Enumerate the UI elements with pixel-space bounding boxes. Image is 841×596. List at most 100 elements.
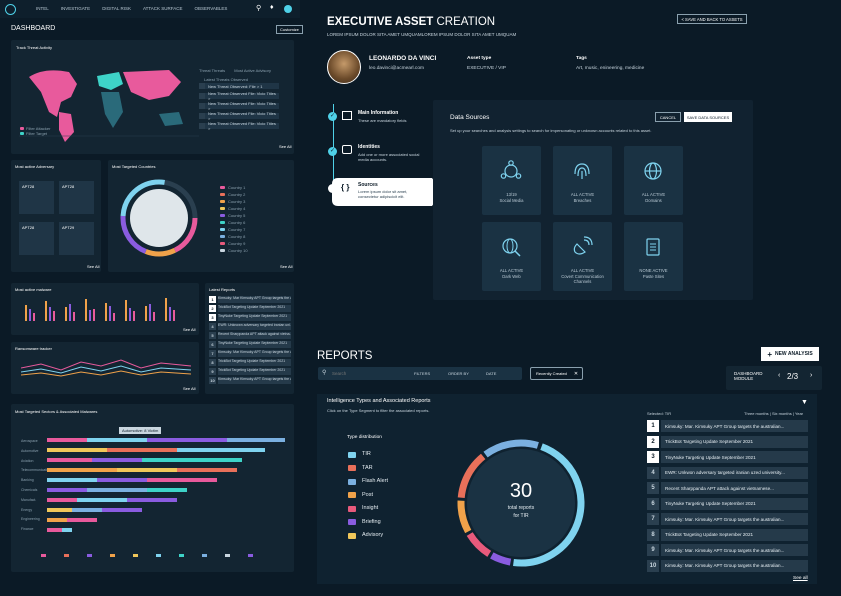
list-item[interactable]: New Threat Observed File: Vicio Titles >	[199, 121, 279, 131]
country-label: Country 7	[228, 227, 246, 232]
report-title: Kimsuky: Mar. Kimsuky APT Group targets …	[661, 559, 808, 572]
post-color-icon	[348, 492, 356, 499]
donut-label: total reports	[507, 505, 535, 511]
chevron-left-icon[interactable]: ‹	[778, 372, 781, 379]
list-item[interactable]: 1 Kimsuky: Mar. Kimsuky APT Group targets…	[647, 420, 808, 432]
asset-subtitle: LOREM IPSUM DOLOR SITA AMET UMQUAMLOREM …	[327, 32, 517, 37]
list-item[interactable]: 9 TrickBot Targeting Update September 202…	[209, 367, 291, 375]
nav-attack-surface[interactable]: ATTACK SURFACE	[142, 6, 183, 11]
type-post[interactable]: Post	[348, 489, 388, 503]
search-icon[interactable]: ⚲	[256, 5, 262, 12]
reports-title: REPORTS	[317, 350, 373, 362]
adversary-card[interactable]: APT29	[59, 222, 94, 255]
list-item[interactable]: New Threat Observed: File > 1	[199, 83, 279, 89]
breaches-tile[interactable]: ALL ACTIVE Breaches	[553, 146, 612, 215]
bell-icon[interactable]: ♦	[270, 4, 274, 11]
see-all-link[interactable]: See All	[280, 264, 293, 269]
list-item[interactable]: 3 TinyNuke Targeting Update September 202…	[209, 313, 291, 321]
type-advisory[interactable]: Advisory	[348, 529, 388, 543]
list-item[interactable]: 8 TrickBot Targeting Update September 202…	[647, 528, 808, 541]
filters-dropdown[interactable]: FILTERS	[414, 371, 431, 376]
tags-value: Art, music, enineering, medicine	[576, 66, 645, 71]
module-pager: DASHBOARD MODULE ‹ 2/3 ›	[726, 366, 822, 390]
list-item[interactable]: 10 Kimsuky: Mar Kimsuky APT Group targets…	[209, 376, 291, 384]
see-all-link[interactable]: See All	[183, 327, 196, 332]
fingerprint-icon	[574, 163, 590, 179]
profile-name: LEONARDO DA VINCI	[369, 55, 437, 62]
step-sources-active[interactable]	[332, 178, 442, 206]
list-item[interactable]: 3 TinyNuke Targeting Update September 202…	[647, 451, 808, 463]
dark-web-tile[interactable]: ALL ACTIVE Dark Web	[482, 222, 541, 291]
panel-title: Most Targeted Countries	[112, 164, 156, 169]
adversary-card[interactable]: APT28	[59, 181, 94, 214]
close-icon[interactable]: ✕	[573, 370, 579, 377]
list-item[interactable]: 10 Kimsuky: Mar. Kimsuky APT Group target…	[647, 559, 808, 572]
report-title: EWR: Unkwon adversary targeted iranian u…	[661, 466, 808, 479]
list-item[interactable]: 9 Kimsuky: Mar. Kimsuky APT Group targets…	[647, 544, 808, 556]
list-item[interactable]: 4 EWR: Unknown adversary targeted iranian…	[209, 322, 291, 330]
date-dropdown[interactable]: DATE	[486, 371, 497, 376]
avatar[interactable]	[284, 5, 292, 13]
search-input[interactable]	[332, 369, 402, 378]
social-media-tile[interactable]: 13/19 Social Media	[482, 146, 541, 215]
target-legend-icon	[20, 132, 24, 135]
covert-channels-tile[interactable]: ALL ACTIVE Covert Communication Channels	[553, 222, 612, 291]
list-item[interactable]: New Threat Observed File: Vicio Titles >	[199, 101, 279, 111]
see-all-link[interactable]: See All	[183, 386, 196, 391]
list-item[interactable]: 6 TinyNuke Targeting Update September 202…	[209, 340, 291, 348]
nav-intel[interactable]: INTEL	[36, 6, 49, 11]
sector-label: Telecommunications	[21, 468, 53, 473]
tile-label: Covert Communication Channels	[561, 273, 604, 285]
sector-label: Aviation	[21, 458, 34, 463]
list-item[interactable]: 6 TinyNuke Targeting Update September 202…	[647, 497, 808, 510]
list-item[interactable]: New Threat Observed File: Vicio Titles >	[199, 111, 279, 121]
period-selector[interactable]: Three months | Six months | Year	[744, 411, 803, 416]
selected-label: Selected: TIR	[647, 411, 672, 416]
type-flash-alert[interactable]: Flash Alert	[348, 475, 388, 489]
back-to-assets-button[interactable]: < SAVE AND BACK TO ASSETS	[677, 14, 747, 24]
cancel-button[interactable]: CANCEL	[655, 112, 681, 122]
save-data-sources-button[interactable]: SAVE DATA SOURCES	[684, 112, 732, 122]
list-item[interactable]: 1 Kimsuky: Mar Kimsuky APT Group targets …	[209, 295, 291, 303]
customize-button[interactable]: Customize	[276, 25, 303, 34]
see-all-link[interactable]: See All	[279, 144, 292, 149]
list-item[interactable]: 2 TrickBot Targeting Update September 202…	[209, 304, 291, 312]
step-title: Main Information	[358, 110, 399, 116]
see-all-link[interactable]: See All	[87, 264, 100, 269]
list-item[interactable]: 4 EWR: Unkwon adversary targeted iranian …	[647, 466, 808, 479]
flash-alert-color-icon	[348, 478, 356, 485]
report-title: TinyNuke Targeting Update September 2021	[661, 451, 808, 463]
recently-created-chip[interactable]: Recently Created ✕	[530, 367, 583, 380]
list-item[interactable]: 7 Kimsuky: Mar Kimsuky APT Group targets …	[209, 349, 291, 357]
country-label: Country 9	[228, 241, 246, 246]
list-item[interactable]: 7 Kimsuky: Mar. Kimsuky APT Group targets…	[647, 513, 808, 525]
type-tar[interactable]: TAR	[348, 462, 388, 476]
list-item[interactable]: 2 TrickBot Targeting Update September 202…	[647, 435, 808, 448]
latest-reports-panel: Latest Reports 1 Kimsuky: Mar Kimsuky APT…	[205, 283, 294, 394]
type-tir[interactable]: TIR	[348, 448, 388, 462]
domains-tile[interactable]: ALL ACTIVE Domains	[624, 146, 683, 215]
nav-investigate[interactable]: INVESTIGATE	[60, 6, 91, 11]
list-item[interactable]: 5 Recent Sharppanda APT attack against vi…	[647, 482, 808, 494]
filter-icon[interactable]: ▼	[801, 399, 808, 406]
donut-value: 30	[509, 480, 533, 502]
nav-digital-risk[interactable]: DIGITAL RISK	[102, 6, 131, 11]
adversary-card[interactable]: APT28	[19, 181, 54, 214]
list-item[interactable]: 8 TrickBot Targeting Update September 202…	[209, 358, 291, 366]
see-all-link[interactable]: See all	[793, 576, 808, 581]
type-insight[interactable]: Insight	[348, 502, 388, 516]
order-by-dropdown[interactable]: ORDER BY	[448, 371, 469, 376]
country-legend: Country 1 Country 2 Country 3 Country 4 …	[220, 184, 280, 254]
tir-color-icon	[348, 451, 356, 458]
new-analysis-button[interactable]: + NEW ANALYSIS	[761, 347, 819, 361]
list-item[interactable]: 5 Recent Sharppanda APT attack against vi…	[209, 331, 291, 339]
nav-observables[interactable]: OBSERVABLES	[194, 6, 228, 11]
chevron-right-icon[interactable]: ›	[810, 372, 813, 379]
list-item[interactable]: New Threat Observed File: Vicio Titles >	[199, 91, 279, 101]
search-bar: ⚲ FILTERS ORDER BY DATE	[318, 367, 522, 380]
paste-sites-tile[interactable]: NONE ACTIVE Paste Sites	[624, 222, 683, 291]
type-briefing[interactable]: Briefing	[348, 516, 388, 530]
report-title: TinyNuke Targeting Update September 2021	[661, 497, 808, 510]
type-donut[interactable]	[456, 438, 586, 568]
adversary-card[interactable]: APT28	[19, 222, 54, 255]
